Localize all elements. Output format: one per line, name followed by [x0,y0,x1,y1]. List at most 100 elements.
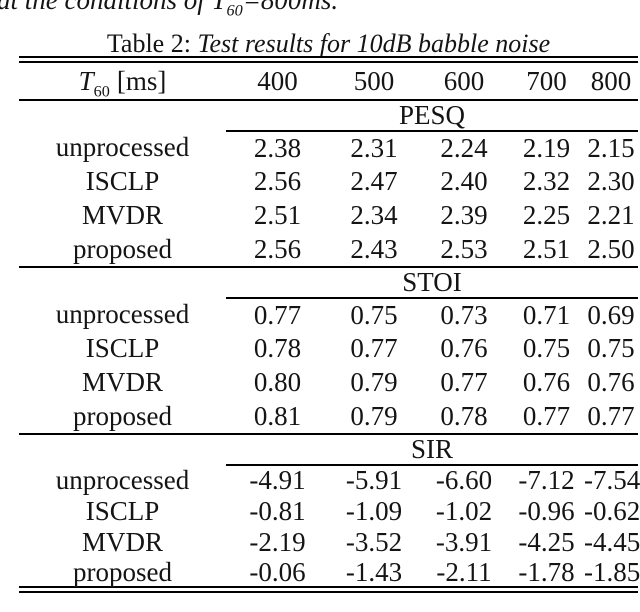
table-row: unprocessed 0.77 0.75 0.73 0.71 0.69 [19,298,638,332]
row-label: proposed [19,232,226,268]
table-row: MVDR 2.51 2.34 2.39 2.25 2.21 [19,199,638,233]
value-cell: 0.71 [522,299,571,330]
value-cell: 2.56 [253,166,302,197]
value-cell: -2.19 [249,526,306,557]
table-row: ISCLP 0.78 0.77 0.76 0.75 0.75 [19,332,638,366]
value-cell: -1.43 [345,556,403,587]
row-label: unprocessed [55,299,190,330]
value-cell: -3.52 [345,526,403,557]
row-label: MVDR [81,200,163,231]
column-header-400: 400 [226,59,329,101]
value-cell: -0.06 [249,556,306,587]
context-text-suffix: =800ms. [242,0,339,15]
table-row: MVDR 0.80 0.79 0.77 0.76 0.76 [19,366,638,400]
column-header-t60: T60 [ms] [19,59,226,101]
table-row: MVDR -2.19 -3.52 -3.91 -4.25 -4.45 [19,526,640,558]
value-cell: 0.77 [584,399,638,435]
column-header-800: 800 [584,59,638,101]
value-cell: 0.78 [419,399,509,435]
section-header-row-sir: SIR [19,433,638,466]
value-cell: -1.85 [584,556,640,587]
value-cell: 2.21 [587,200,635,231]
value-cell: 0.76 [587,367,635,398]
value-cell: 0.75 [350,299,398,330]
table-caption-number: Table 2: [106,29,198,58]
value-cell: 0.77 [253,299,302,330]
value-cell: 2.51 [253,200,302,231]
value-cell: 0.75 [587,333,635,364]
column-header-500: 500 [329,59,419,101]
value-cell: 2.19 [522,132,571,163]
section-header-row-stoi: STOI [19,266,638,299]
row-label: ISCLP [85,166,160,197]
row-label: proposed [19,399,226,435]
value-cell: 0.77 [509,399,584,435]
row-label: ISCLP [85,495,160,526]
value-cell: 0.73 [440,299,488,330]
t60-unit: [ms] [116,65,167,96]
section-spacer [19,100,226,131]
value-cell: -2.11 [436,556,492,587]
value-cell: 0.81 [226,399,329,435]
table-row: proposed -0.06 -1.43 -2.11 -1.78 -1.85 [19,556,640,590]
value-cell: 0.69 [587,299,635,330]
results-table: T60 [ms] 400 500 600 700 800 PESQ unproce… [19,56,640,593]
value-cell: 0.80 [253,367,302,398]
value-cell: -0.96 [518,495,575,526]
value-cell: 0.76 [522,367,571,398]
value-cell: 0.78 [253,333,302,364]
value-cell: 2.38 [253,132,302,163]
row-label: proposed [73,556,172,587]
column-header-600: 600 [419,59,509,101]
value-cell: -7.54 [584,465,640,496]
value-cell: 0.77 [350,333,398,364]
value-cell: 2.15 [587,132,635,163]
context-text-line: at the conditions of T60=800ms. [0,0,339,20]
table-row: proposed 2.56 2.43 2.53 2.51 2.50 [19,232,638,268]
table-row: ISCLP 2.56 2.47 2.40 2.32 2.30 [19,165,638,199]
section-spacer [19,267,226,298]
value-cell: -5.91 [345,465,403,496]
t60-symbol: T [78,65,94,96]
section-spacer [19,434,226,465]
section-label-sir: SIR [226,433,638,466]
section-header-row-pesq: PESQ [19,99,638,132]
value-cell: 2.30 [587,166,635,197]
table-row: ISCLP -0.81 -1.09 -1.02 -0.96 -0.62 [19,495,640,527]
value-cell: 2.53 [419,232,509,268]
row-label: unprocessed [55,132,190,163]
section-label-stoi: STOI [226,266,638,299]
value-cell: -1.02 [435,495,493,526]
value-cell: -0.81 [249,495,306,526]
t60-subscript: 60 [93,81,110,100]
value-cell: -3.91 [435,526,493,557]
value-cell: 0.79 [329,399,419,435]
value-cell: 2.50 [584,232,638,268]
value-cell: 0.76 [440,333,488,364]
value-cell: 2.56 [226,232,329,268]
table-caption-title: Test results for 10dB babble noise [197,29,551,58]
value-cell: 0.79 [350,367,398,398]
value-cell: -1.09 [345,495,403,526]
value-cell: 2.47 [350,166,398,197]
value-cell: 2.25 [522,200,571,231]
value-cell: -1.78 [518,556,575,587]
value-cell: 2.34 [350,200,398,231]
t60-subscript: 60 [226,1,243,20]
value-cell: -4.91 [249,465,306,496]
value-cell: -7.12 [518,465,575,496]
value-cell: 0.75 [522,333,571,364]
table-row: unprocessed 2.38 2.31 2.24 2.19 2.15 [19,131,638,165]
value-cell: 2.43 [329,232,419,268]
value-cell: -4.45 [584,526,640,557]
table-row: proposed 0.81 0.79 0.78 0.77 0.77 [19,399,638,435]
value-cell: 0.77 [440,367,488,398]
row-label: unprocessed [55,464,190,495]
value-cell: -0.62 [584,495,640,526]
value-cell: 2.39 [440,200,488,231]
value-cell: -6.60 [435,465,493,496]
value-cell: 2.32 [522,166,571,197]
row-label: ISCLP [85,333,160,364]
value-cell: 2.40 [440,166,488,197]
